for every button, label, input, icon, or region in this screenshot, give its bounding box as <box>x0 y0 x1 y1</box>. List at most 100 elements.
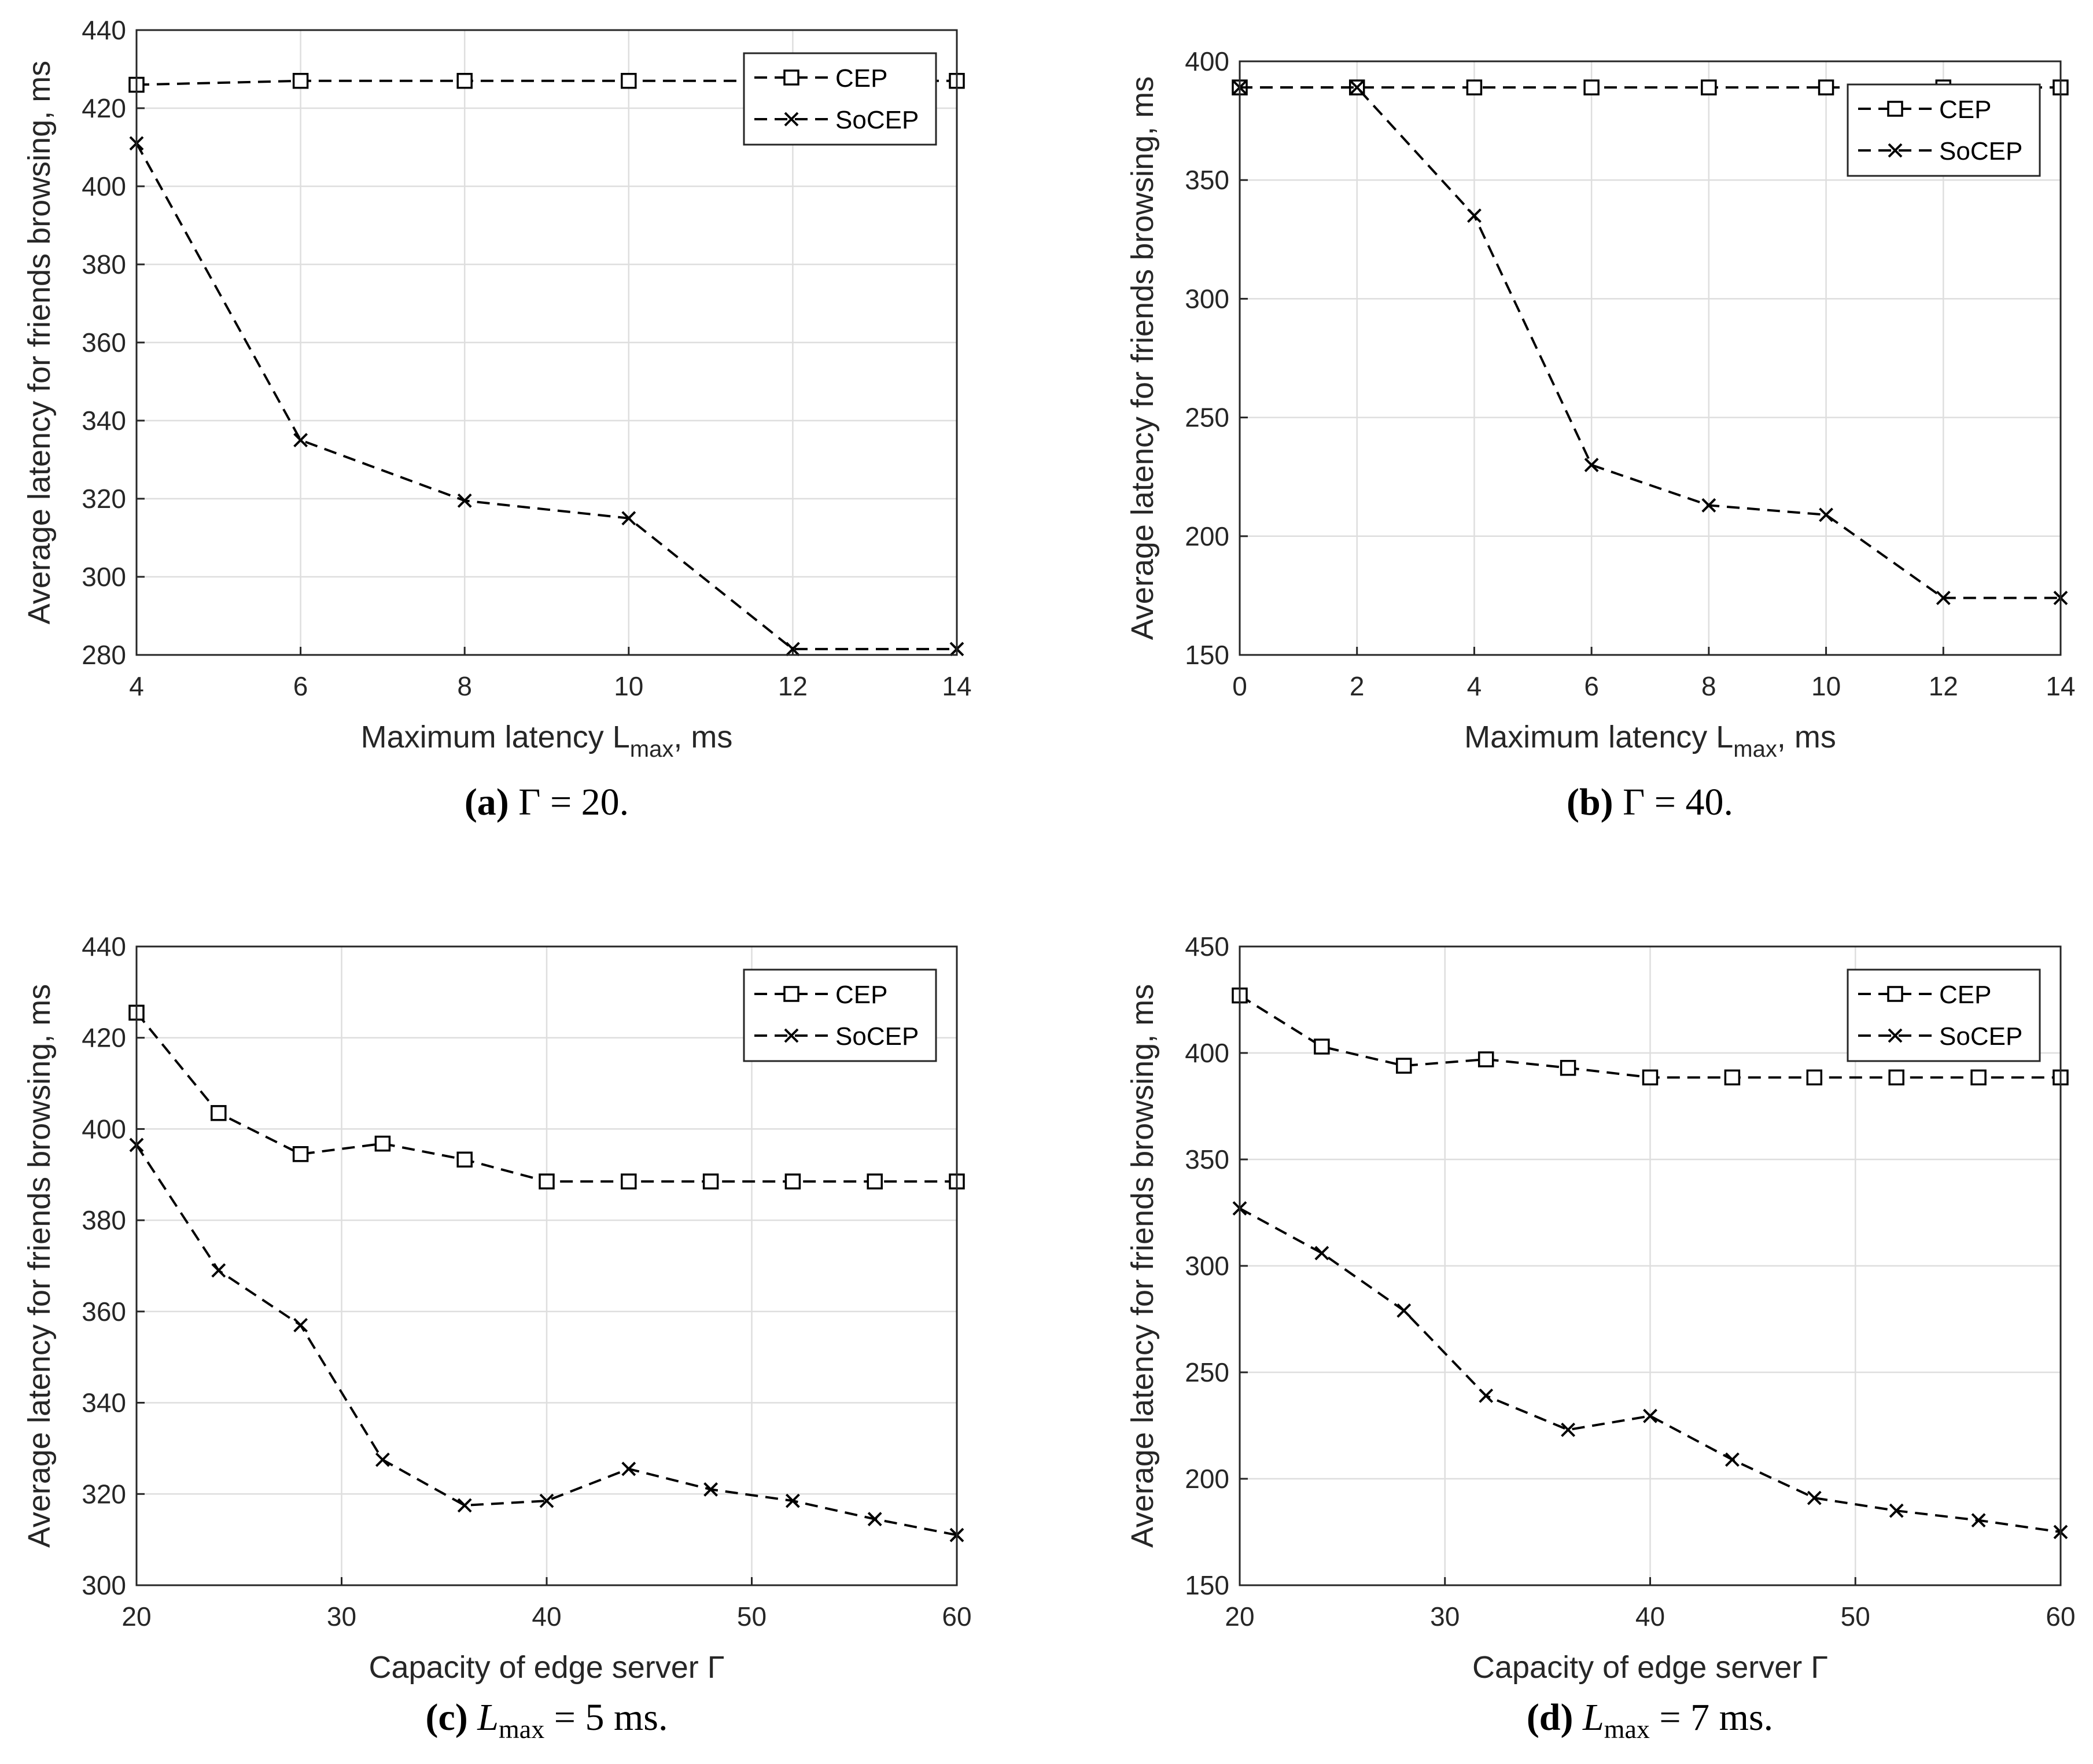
socep-marker <box>457 493 472 508</box>
x-tick-label: 6 <box>1584 671 1599 701</box>
axes-frame <box>1239 60 2062 656</box>
y-tick-label: 380 <box>82 1205 126 1235</box>
x-tick-label: 60 <box>2046 1601 2075 1632</box>
legend-marker-square <box>783 986 799 1002</box>
cep-marker <box>456 73 473 89</box>
cep-marker <box>1724 1069 1741 1086</box>
y-tick-label: 400 <box>82 1114 126 1144</box>
cep-marker <box>292 73 309 89</box>
x-tick-label: 2 <box>1350 671 1365 701</box>
y-tick-label: 440 <box>82 931 126 962</box>
x-tick-label: 14 <box>2046 671 2075 701</box>
x-tick-label: 10 <box>614 671 643 701</box>
cep-marker <box>1818 79 1834 95</box>
chart-panel-a: 4 6 8 10 12 14 280 300 320 340 360 380 400 420 440 CEP S… <box>22 15 972 823</box>
legend-box <box>1847 968 2041 1062</box>
panel-caption: (d) Lmax = 7 ms. <box>1527 1696 1773 1744</box>
legend-label: SoCEP <box>835 106 919 134</box>
y-tick-label: 350 <box>1185 1144 1229 1174</box>
chart-panel-d: 20 30 40 50 60150200250300350400450CEPSoCEPC… <box>1125 931 2076 1744</box>
socep-marker <box>1396 1303 1412 1318</box>
cep-marker <box>621 73 637 89</box>
cep-marker <box>374 1135 391 1152</box>
x-tick-label: 40 <box>532 1601 561 1632</box>
series-line-cep <box>136 79 957 86</box>
cep-marker <box>702 1173 719 1189</box>
x-tick-label: 30 <box>1430 1601 1460 1632</box>
cep-marker <box>456 1151 473 1168</box>
cep-marker <box>1583 79 1600 95</box>
x-axis-label: Maximum latency Lmax, ms <box>1464 720 1836 762</box>
y-tick-label: 450 <box>1185 931 1229 962</box>
cep-marker <box>1477 1051 1494 1067</box>
x-tick-label: 8 <box>457 671 472 701</box>
legend: CEP SoCEP <box>743 52 937 146</box>
y-tick-label: 300 <box>1185 1251 1229 1281</box>
cep-marker <box>1970 1069 1987 1086</box>
cep-marker <box>867 1173 883 1189</box>
y-tick-label: 200 <box>1185 521 1229 551</box>
x-tick-label: 12 <box>1929 671 1958 701</box>
y-axis-label: Average latency for friends browsing, ms <box>22 61 57 624</box>
socep-marker <box>785 1493 800 1508</box>
cep-marker <box>292 1146 309 1162</box>
legend-marker-square <box>783 69 799 86</box>
series-line-socep <box>135 142 957 650</box>
y-tick-label: 300 <box>1185 283 1229 314</box>
legend-marker-square <box>1887 986 1903 1002</box>
panel-caption: (b) Γ = 40. <box>1567 781 1733 823</box>
y-tick-label: 150 <box>1185 640 1229 670</box>
legend: CEP SoCEP <box>1847 968 2041 1062</box>
y-axis-label: Average latency for friends browsing, ms <box>1125 984 1160 1548</box>
x-axis-label: Capacity of edge server Γ <box>369 1650 724 1685</box>
cep-marker <box>1560 1060 1576 1076</box>
y-tick-label: 250 <box>1185 403 1229 433</box>
x-tick-label: 20 <box>1225 1601 1254 1632</box>
y-tick-label: 420 <box>82 1023 126 1053</box>
y-tick-label: 200 <box>1185 1464 1229 1494</box>
socep-marker <box>211 1263 226 1278</box>
socep-marker <box>1936 591 1951 605</box>
y-tick-label: 400 <box>1185 1038 1229 1068</box>
socep-marker <box>703 1482 718 1497</box>
socep-marker <box>1350 80 1365 95</box>
x-tick-label: 8 <box>1701 671 1716 701</box>
x-tick-label: 10 <box>1811 671 1841 701</box>
legend-label: CEP <box>1939 95 1991 124</box>
cep-marker <box>1701 79 1717 95</box>
x-tick-label: 0 <box>1232 671 1247 701</box>
socep-marker <box>539 1493 554 1508</box>
legend-box <box>743 52 937 146</box>
y-tick-label: 280 <box>82 640 126 670</box>
x-tick-label: 14 <box>942 671 971 701</box>
y-tick-label: 320 <box>82 484 126 514</box>
y-tick-label: 360 <box>82 1297 126 1327</box>
x-tick-label: 4 <box>129 671 144 701</box>
chart-panel-b: 0 2 4 6 8 10 12 14 150 200 250 300 350 400 CEP SoCEP Max… <box>1125 46 2076 823</box>
x-tick-label: 30 <box>327 1601 356 1632</box>
chart-panel-c: 20 30 40 50 60 300 320 340 360 380 400 420 440 CEP SoC… <box>22 931 972 1744</box>
y-tick-label: 320 <box>82 1479 126 1509</box>
socep-marker <box>293 433 308 448</box>
socep-marker <box>1807 1490 1822 1505</box>
y-tick-label: 300 <box>82 562 126 592</box>
legend-marker-x <box>784 1028 799 1043</box>
socep-marker <box>457 1498 472 1513</box>
socep-marker <box>293 1318 308 1332</box>
x-tick-label: 20 <box>121 1601 151 1632</box>
y-axis-label: Average latency for friends browsing, ms <box>22 984 57 1548</box>
cep-marker <box>1396 1058 1412 1074</box>
socep-marker <box>1561 1422 1576 1437</box>
socep-marker <box>1889 1503 1904 1518</box>
cep-marker <box>539 1173 555 1189</box>
y-tick-label: 150 <box>1185 1570 1229 1600</box>
legend-marker-x <box>1888 1028 1903 1043</box>
series-line-socep <box>1240 86 2061 599</box>
y-tick-label: 350 <box>1185 165 1229 195</box>
legend: CEP SoCEP <box>1847 83 2041 177</box>
socep-marker <box>1724 1452 1740 1467</box>
socep-marker <box>1584 458 1599 473</box>
cep-marker <box>211 1105 227 1121</box>
legend-label: SoCEP <box>1939 1022 2022 1051</box>
x-tick-label: 40 <box>1635 1601 1665 1632</box>
